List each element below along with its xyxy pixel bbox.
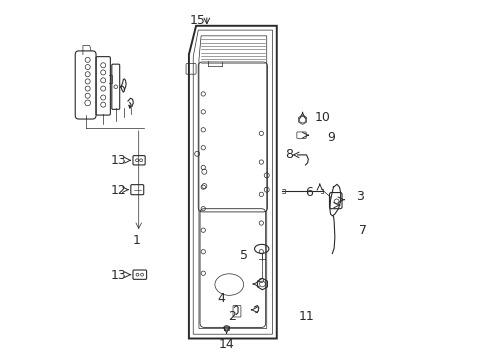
Text: 6: 6 [304, 186, 312, 199]
Text: 14: 14 [218, 338, 234, 351]
Text: 2: 2 [227, 310, 235, 324]
Text: 5: 5 [240, 249, 248, 262]
Text: 3: 3 [355, 190, 363, 203]
Text: 8: 8 [285, 148, 292, 161]
Text: 7: 7 [359, 224, 366, 237]
Text: 13: 13 [110, 269, 126, 282]
Text: 9: 9 [326, 131, 334, 144]
Text: 13: 13 [110, 154, 126, 167]
Text: 4: 4 [217, 292, 224, 305]
Text: 15: 15 [189, 14, 205, 27]
Text: 11: 11 [298, 310, 313, 323]
Text: 12: 12 [110, 184, 126, 197]
Text: 1: 1 [133, 234, 141, 247]
Text: 10: 10 [314, 111, 329, 124]
